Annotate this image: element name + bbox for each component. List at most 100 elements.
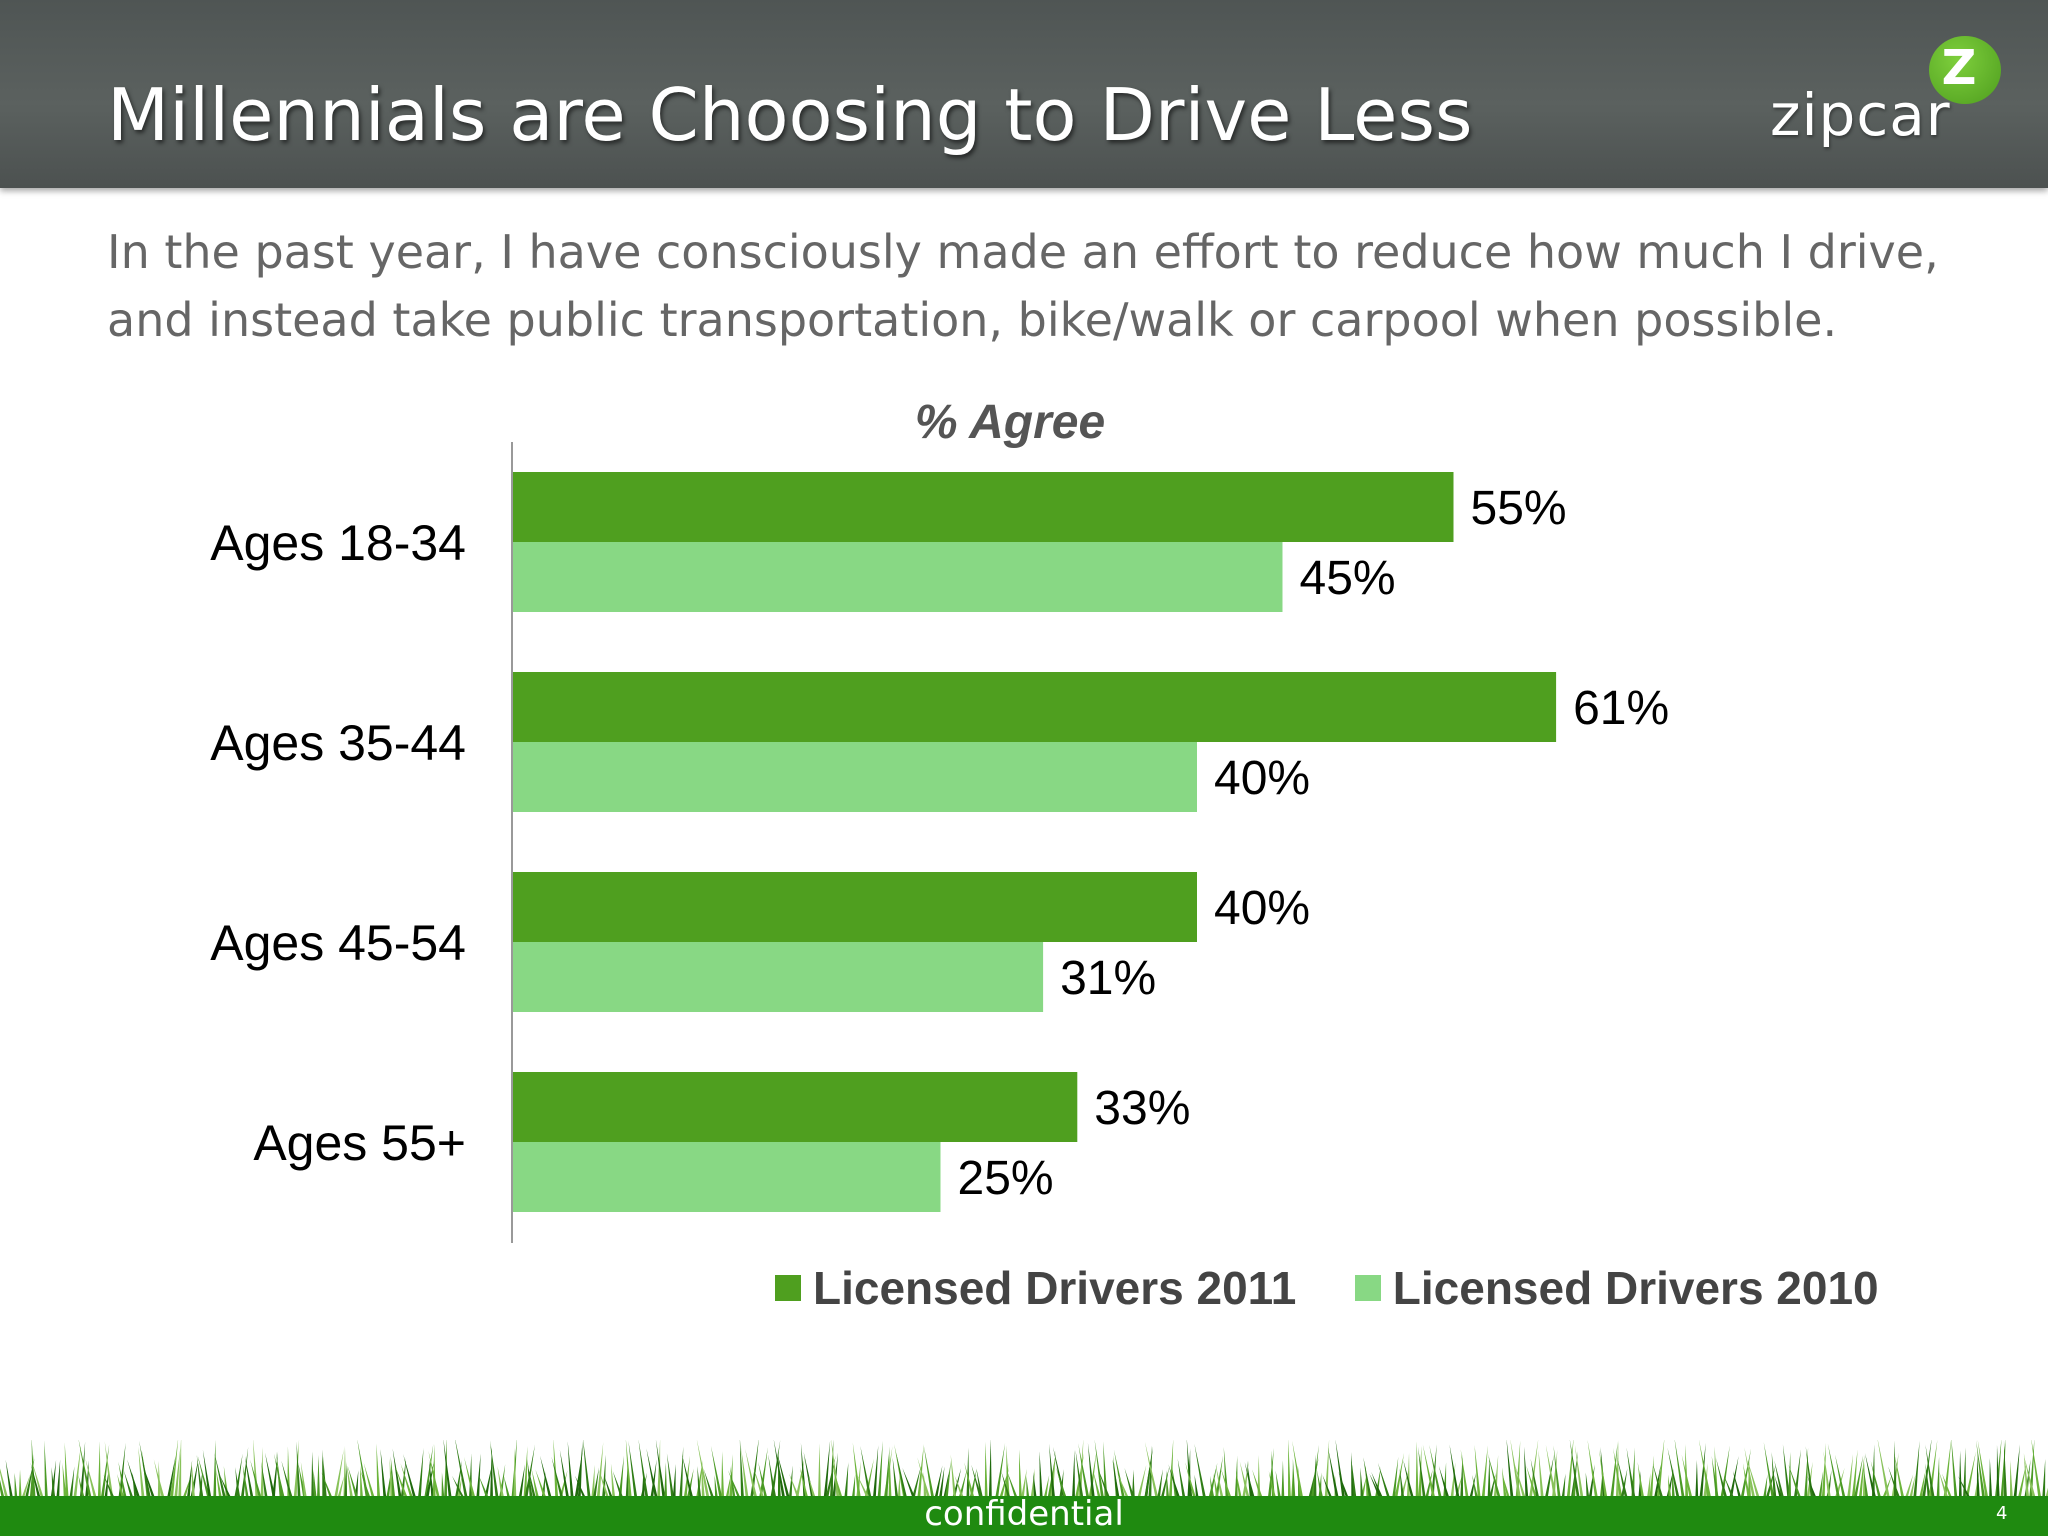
grass-blade [1460, 1454, 1464, 1500]
grass-blade [844, 1462, 849, 1500]
grass-blade [524, 1444, 535, 1500]
bar-2010 [513, 742, 1197, 812]
grass-blade [527, 1465, 537, 1500]
grass-blade [1297, 1465, 1302, 1500]
grass-blade [1020, 1468, 1027, 1500]
grass-blade [917, 1443, 924, 1500]
grass-blade [1415, 1441, 1419, 1500]
grass-blade [1185, 1462, 1197, 1500]
page-number: 4 [1996, 1503, 2008, 1524]
grass-blade [333, 1449, 344, 1500]
grass-blade [1646, 1472, 1651, 1500]
grass-blade [860, 1445, 872, 1500]
grass-blade [994, 1442, 1006, 1500]
grass-blade [2009, 1460, 2013, 1500]
bar-2011 [513, 872, 1197, 942]
grass-blade [730, 1466, 736, 1500]
grass-blade [1310, 1444, 1319, 1500]
grass-blade [1925, 1463, 1931, 1500]
grass-blade [385, 1465, 393, 1500]
grass-blade [1001, 1471, 1012, 1500]
data-label: 55% [1471, 482, 1567, 535]
grass-blade [443, 1440, 452, 1500]
grass-blade [2003, 1440, 2008, 1500]
grass-blade [1393, 1452, 1405, 1500]
grass-blade [808, 1475, 817, 1500]
grass-blade [574, 1445, 584, 1500]
grass-blade [824, 1455, 836, 1500]
grass-blade [1626, 1447, 1636, 1500]
grass-blade [1942, 1473, 1954, 1500]
grass-blade [97, 1441, 101, 1500]
grass-blade [104, 1441, 114, 1500]
grass-blade [1287, 1440, 1291, 1500]
grass-blade [1093, 1470, 1102, 1500]
grass-blade [1429, 1444, 1443, 1500]
grass-blade [1406, 1452, 1410, 1500]
grass-blade [1936, 1456, 1940, 1500]
grass-blade [2023, 1459, 2031, 1500]
grass-blade [44, 1440, 48, 1500]
grass-blade [1526, 1465, 1539, 1500]
grass-blade [1136, 1464, 1147, 1500]
grass-blade [360, 1465, 364, 1500]
grass-blade [1468, 1472, 1476, 1500]
grass-blade [1637, 1462, 1645, 1500]
grass-blade [1587, 1440, 1599, 1500]
grass-blade [1976, 1454, 1980, 1500]
grass-blade [1530, 1458, 1540, 1500]
grass-blade [1097, 1468, 1112, 1500]
grass-blade [1996, 1444, 2000, 1500]
grass-blade [1078, 1443, 1090, 1500]
grass-blade [78, 1440, 93, 1500]
grass-blade [1863, 1466, 1869, 1500]
grass-blade [1144, 1456, 1152, 1500]
grass-blade [1724, 1475, 1736, 1500]
grass-blade [1921, 1440, 1932, 1500]
grass-blade [313, 1469, 317, 1500]
grass-blade [721, 1451, 725, 1500]
grass-blade [1908, 1475, 1916, 1500]
grass-blade [483, 1463, 493, 1500]
bar-2010 [513, 1142, 941, 1212]
grass-blade [1171, 1463, 1178, 1500]
grass-blade [917, 1457, 931, 1500]
grass-blade [271, 1451, 279, 1500]
grass-blade [169, 1440, 179, 1500]
grass-blade [1740, 1448, 1752, 1500]
grass-blade [1943, 1440, 1952, 1500]
grass-blade [394, 1464, 409, 1500]
grass-blade [1939, 1471, 1950, 1500]
slide-header: Millennials are Choosing to Drive Less z… [0, 0, 2048, 188]
grass-blade [123, 1470, 135, 1500]
grass-blade [559, 1449, 570, 1500]
grass-blade [592, 1467, 599, 1500]
grass-blade [553, 1440, 559, 1500]
grass-blade [1246, 1460, 1253, 1500]
grass-blade [1449, 1444, 1460, 1500]
grass-blade [64, 1442, 69, 1500]
grass-blade [728, 1470, 742, 1500]
grass-blade [1418, 1445, 1422, 1500]
grass-blade [1599, 1473, 1603, 1500]
grass-blade [117, 1473, 125, 1500]
grass-blade [1275, 1470, 1282, 1500]
grass-blade [513, 1447, 517, 1500]
grass-blade [1006, 1445, 1010, 1500]
grass-blade [1989, 1458, 1993, 1500]
grass-blade [944, 1460, 952, 1500]
grass-blade [18, 1469, 22, 1500]
grass-blade [428, 1450, 441, 1500]
grass-blade [1545, 1444, 1558, 1500]
grass-blade [1363, 1457, 1373, 1500]
footer-confidential: confidential [924, 1494, 1124, 1534]
grass-blade [376, 1443, 381, 1500]
grass-blade [773, 1440, 786, 1500]
logo-wordmark: zipcar [1770, 81, 1951, 149]
grass-blade [776, 1451, 791, 1500]
grass-blade [1538, 1449, 1544, 1500]
grass-blade [1617, 1457, 1629, 1500]
grass-blade [535, 1469, 548, 1500]
grass-blade [2017, 1463, 2027, 1500]
grass-blade [1194, 1474, 1200, 1500]
